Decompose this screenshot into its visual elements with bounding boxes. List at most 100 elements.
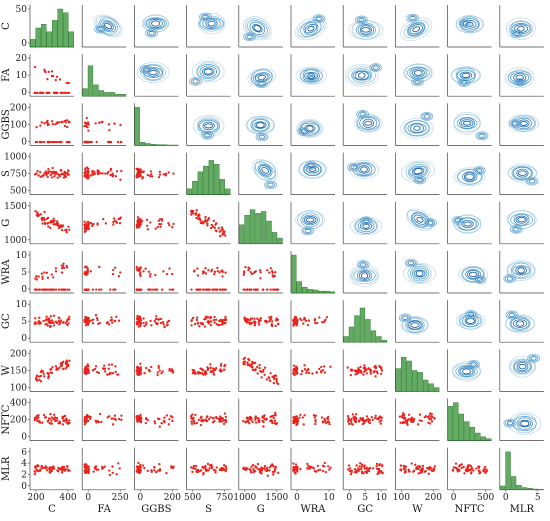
scatter-point (219, 364, 223, 367)
contour-line (250, 117, 271, 133)
y-axis-label: G (1, 219, 12, 227)
scatter-point (67, 317, 70, 321)
scatter-point (409, 420, 413, 423)
scatter-point (35, 375, 39, 378)
contour-line (413, 214, 427, 225)
contour-line (508, 412, 542, 435)
scatter-point (265, 467, 269, 470)
scatter-point (87, 465, 90, 468)
scatter-point (92, 470, 95, 473)
hist-bar (486, 438, 492, 441)
scatter-point (35, 379, 39, 382)
contour-line (357, 24, 375, 36)
scatter-point (54, 78, 57, 82)
scatter-point (362, 420, 365, 423)
contour-line (461, 220, 474, 228)
scatter-point (263, 464, 267, 468)
scatter-point (348, 467, 352, 470)
contour-line (302, 69, 320, 83)
scatter-point (217, 227, 220, 230)
scatter-point (68, 288, 71, 291)
scatter-point (165, 272, 169, 276)
scatter-point (164, 173, 167, 176)
contour-line (202, 121, 215, 131)
scatter-point (114, 266, 117, 269)
scatter-point (87, 123, 90, 126)
contour-line (414, 70, 423, 76)
y-tick-label: 0 (21, 433, 27, 443)
scatter-point (57, 466, 60, 470)
scatter-point (202, 473, 205, 476)
scatter-point (146, 173, 149, 177)
scatter-point (97, 322, 100, 326)
scatter-point (111, 272, 115, 276)
cell-G-GGBS (134, 201, 179, 245)
contour-line (406, 208, 434, 231)
scatter-point (314, 422, 317, 426)
scatter-point (50, 288, 53, 291)
scatter-point (114, 365, 117, 368)
scatter-point (220, 319, 223, 323)
scatter-point (150, 365, 153, 369)
scatter-point (225, 467, 228, 471)
scatter-point (327, 421, 331, 424)
scatter-point (205, 288, 209, 291)
scatter-point (107, 323, 111, 326)
scatter-point (413, 417, 416, 421)
scatter-point (66, 464, 69, 468)
contour-line (453, 113, 481, 133)
contour-line (460, 119, 474, 128)
x-tick-label: 5 (362, 493, 368, 503)
hist-bar (41, 24, 47, 48)
cell-GGBS-S (186, 103, 231, 146)
cell-GC-C (29, 300, 74, 343)
scatter-point (170, 272, 174, 276)
scatter-point (161, 321, 165, 324)
scatter-point (85, 464, 88, 468)
scatter-point (62, 262, 65, 265)
scatter-point (263, 366, 267, 369)
scatter-point (360, 418, 363, 421)
scatter-point (321, 321, 324, 324)
scatter-point (307, 319, 311, 322)
scatter-point (40, 217, 43, 221)
scatter-point (58, 323, 61, 326)
scatter-point (50, 422, 54, 425)
x-tick-label: 10 (323, 493, 335, 503)
scatter-point (251, 363, 254, 366)
scatter-point (209, 320, 212, 323)
scatter-point (112, 217, 116, 220)
scatter-point (96, 223, 99, 226)
scatter-point (117, 417, 121, 421)
contour-line (507, 210, 536, 230)
scatter-point (54, 288, 58, 291)
scatter-point (329, 466, 332, 469)
contour-line (190, 78, 201, 85)
scatter-point (67, 225, 70, 228)
scatter-point (152, 288, 155, 291)
contour-line (307, 25, 315, 32)
cell-GGBS-WRA (290, 103, 335, 146)
scatter-point (98, 121, 101, 124)
scatter-point (158, 425, 161, 428)
contour-line (303, 163, 322, 176)
scatter-point (224, 465, 227, 469)
scatter-point (119, 216, 122, 219)
contour-line (509, 225, 523, 234)
y-tick-label: 200 (10, 103, 27, 113)
scatter-point (35, 172, 38, 175)
scatter-point (205, 220, 208, 223)
scatter-point (148, 174, 152, 178)
scatter-point (420, 467, 424, 470)
cell-MLR-NFTC (447, 447, 492, 491)
scatter-point (46, 420, 49, 423)
scatter-point (380, 367, 383, 370)
scatter-point (160, 422, 163, 425)
cell-W-WRA (290, 349, 335, 392)
scatter-point (35, 126, 38, 129)
scatter-point (298, 317, 302, 320)
hist-bar (475, 432, 481, 441)
scatter-point (358, 419, 361, 422)
contour-line (358, 17, 365, 23)
scatter-point (478, 472, 481, 475)
